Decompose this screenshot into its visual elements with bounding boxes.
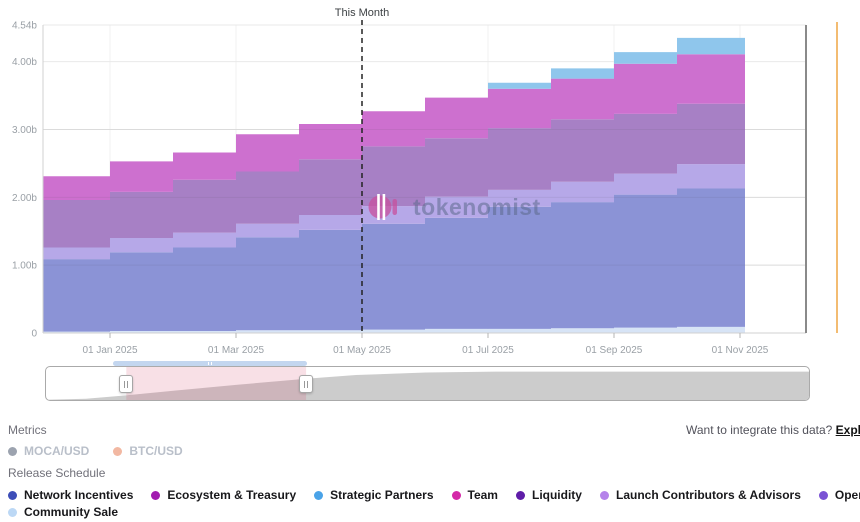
legend-item-label: MOCA/USD	[24, 444, 90, 458]
legend-item-label: Ecosystem & Treasury	[167, 488, 297, 502]
legend-item-community-sale[interactable]: Community Sale	[8, 505, 118, 519]
release-schedule-section-label: Release Schedule	[8, 466, 106, 480]
this-month-annotation: This Month	[334, 7, 390, 19]
launch-contributors-advisors-dot-icon	[599, 490, 609, 500]
moca-usd-dot-icon	[8, 446, 17, 456]
legend-item-btc-usd[interactable]: BTC/USD	[113, 444, 183, 458]
strategic-partners-dot-icon	[314, 490, 324, 500]
legend-item-label: Team	[467, 488, 498, 502]
x-axis-tick-label: 01 Nov 2025	[712, 345, 769, 356]
x-axis-tick-label: 01 May 2025	[333, 345, 391, 356]
navigator-track[interactable]	[45, 366, 810, 401]
navigator-handle-left[interactable]	[119, 375, 134, 393]
area-series-network-incentives[interactable]	[43, 188, 745, 332]
metrics-section-label: Metrics	[8, 423, 47, 437]
area-series-operational-expenses[interactable]	[43, 103, 745, 248]
area-series-strategic-partners[interactable]	[43, 37, 745, 177]
community-sale-dot-icon	[8, 507, 17, 517]
ecosystem-treasury-dot-icon	[151, 490, 161, 500]
navigator-curve	[46, 371, 809, 400]
x-axis-tick-label: 01 Sep 2025	[586, 345, 643, 356]
x-axis-tick-label: 01 Mar 2025	[208, 345, 265, 356]
legend-item-moca-usd[interactable]: MOCA/USD	[8, 444, 89, 458]
btc-usd-dot-icon	[113, 446, 123, 456]
legend-item-label: Launch Contributors & Advisors	[615, 488, 801, 502]
y-axis-tick-label: 2.00b	[12, 193, 37, 204]
legend-item-network-incentives[interactable]: Network Incentives	[8, 488, 133, 502]
y-axis-tick-label: 3.00b	[12, 125, 37, 136]
navigator-handle-right[interactable]	[299, 375, 314, 393]
api-prompt-text: Want to integrate this data?	[686, 423, 836, 437]
legend-item-label: BTC/USD	[129, 444, 183, 458]
y-axis-tick-label: 4.00b	[12, 57, 37, 68]
operational-expenses-dot-icon	[818, 490, 828, 500]
explore-api-link[interactable]: Explore our API	[835, 423, 860, 437]
navigator-mini-chart	[46, 367, 809, 401]
team-dot-icon	[451, 490, 461, 500]
navigator-scrollbar[interactable]	[113, 361, 307, 366]
area-series-community-sale[interactable]	[43, 326, 745, 333]
legend-item-operational-expenses[interactable]: Operational Expenses	[818, 488, 860, 502]
liquidity-dot-icon	[515, 490, 525, 500]
legend-item-launch-contributors-advisors[interactable]: Launch Contributors & Advisors	[599, 488, 801, 502]
legend-item-label: Operational Expenses	[834, 488, 860, 502]
navigator-selection[interactable]	[126, 367, 307, 401]
legend-item-team[interactable]: Team	[451, 488, 498, 502]
x-axis-tick-label: 01 Jan 2025	[82, 345, 137, 356]
metrics-toggle-row: MOCA/USD BTC/USD	[8, 444, 183, 458]
y-axis-tick-label: 4.54b	[12, 21, 37, 32]
legend-item-label: Strategic Partners	[330, 488, 434, 502]
legend-item-liquidity[interactable]: Liquidity	[515, 488, 582, 502]
y-axis-tick-label: 0	[31, 329, 37, 340]
release-schedule-chart[interactable]: 4.54b 4.00b 3.00b 2.00b 1.00b 0 01 Jan 2025 01 …	[0, 0, 860, 362]
api-prompt: Want to integrate this data? Explore our…	[686, 423, 860, 437]
legend-item-strategic-partners[interactable]: Strategic Partners	[314, 488, 434, 502]
legend-item-label: Community Sale	[24, 505, 119, 519]
release-schedule-legend-row-2: Community Sale	[8, 505, 118, 519]
legend-item-label: Liquidity	[531, 488, 582, 502]
network-incentives-dot-icon	[8, 490, 17, 500]
y-axis-tick-label: 1.00b	[12, 261, 37, 272]
legend-item-ecosystem-treasury[interactable]: Ecosystem & Treasury	[151, 488, 296, 502]
legend-item-label: Network Incentives	[24, 488, 134, 502]
release-schedule-legend-row-1: Network Incentives Ecosystem & Treasury St…	[8, 488, 860, 502]
area-series-ecosystem-treasury[interactable]	[43, 54, 745, 201]
x-axis-tick-label: 01 Jul 2025	[462, 345, 514, 356]
